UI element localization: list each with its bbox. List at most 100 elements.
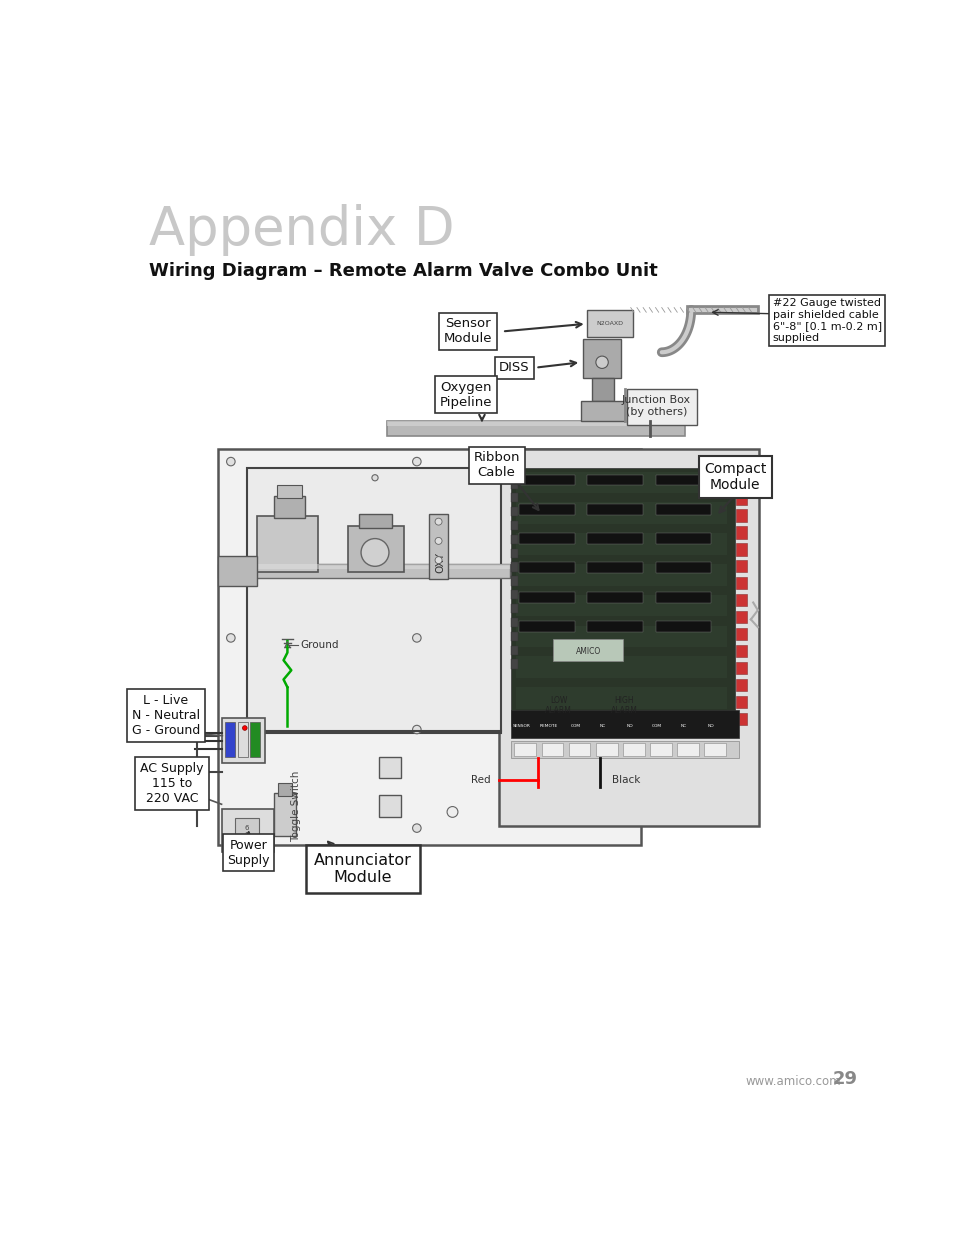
Bar — [218, 564, 509, 568]
Bar — [587, 474, 642, 485]
Bar — [518, 592, 575, 603]
Bar — [736, 611, 746, 624]
Bar — [568, 743, 590, 756]
Bar — [359, 514, 392, 527]
Bar — [510, 618, 517, 627]
Bar — [378, 757, 400, 778]
Bar — [736, 713, 746, 725]
Circle shape — [360, 538, 389, 567]
Bar — [348, 526, 403, 572]
Bar — [622, 743, 644, 756]
Bar — [225, 721, 235, 757]
Text: SENSOR: SENSOR — [512, 724, 530, 727]
Bar — [250, 721, 260, 757]
Text: NC: NC — [680, 724, 686, 727]
Bar — [655, 562, 711, 573]
Text: Ribbon
Cable: Ribbon Cable — [473, 452, 519, 479]
Bar — [736, 543, 746, 556]
Bar — [626, 389, 696, 425]
Bar — [516, 626, 726, 647]
Text: Annunciator
Module: Annunciator Module — [314, 852, 411, 885]
Text: #22 Gauge twisted
pair shielded cable
6"-8" [0.1 m-0.2 m]
supplied: #22 Gauge twisted pair shielded cable 6"… — [772, 299, 881, 343]
Text: 6
8: 6 8 — [245, 825, 249, 837]
Circle shape — [242, 726, 247, 730]
Bar — [386, 421, 684, 426]
Bar — [580, 401, 624, 421]
Bar — [736, 594, 746, 606]
Text: Compact
Module: Compact Module — [703, 462, 766, 492]
Bar — [736, 662, 746, 674]
Bar — [541, 743, 562, 756]
Bar — [510, 741, 739, 758]
Bar — [235, 818, 258, 845]
Text: REMOTE: REMOTE — [538, 724, 558, 727]
Bar — [429, 514, 447, 579]
Bar — [677, 743, 699, 756]
Bar — [257, 516, 317, 572]
Circle shape — [435, 519, 441, 525]
Bar — [518, 474, 575, 485]
Circle shape — [412, 725, 420, 734]
Bar — [218, 448, 640, 845]
Bar — [510, 508, 517, 516]
Bar — [736, 475, 746, 488]
Bar — [516, 564, 726, 585]
Text: L - Live
N - Neutral
G - Ground: L - Live N - Neutral G - Ground — [132, 694, 200, 737]
Circle shape — [227, 457, 234, 466]
Bar — [510, 590, 517, 599]
Circle shape — [227, 725, 234, 734]
Text: www.amico.com: www.amico.com — [744, 1074, 841, 1088]
Bar — [518, 621, 575, 632]
Bar — [516, 656, 726, 678]
Circle shape — [227, 824, 234, 832]
Bar — [516, 472, 726, 493]
Text: 29: 29 — [831, 1070, 857, 1088]
Bar — [518, 534, 575, 543]
Bar — [510, 479, 517, 489]
Bar — [510, 710, 739, 739]
Text: Appendix D: Appendix D — [149, 204, 454, 256]
Bar — [587, 504, 642, 515]
Bar — [655, 592, 711, 603]
Bar — [516, 687, 726, 709]
Bar — [510, 535, 517, 543]
Bar — [278, 783, 292, 795]
Text: OXY: OXY — [436, 552, 445, 573]
Text: Red: Red — [471, 774, 490, 784]
Bar — [586, 310, 633, 337]
Bar — [274, 793, 295, 836]
Text: AC Supply
115 to
220 VAC: AC Supply 115 to 220 VAC — [140, 762, 204, 805]
Text: AMICO: AMICO — [575, 646, 600, 656]
Bar — [277, 485, 302, 498]
Bar — [655, 534, 711, 543]
Bar — [655, 621, 711, 632]
Text: COM: COM — [570, 724, 580, 727]
Bar — [703, 743, 725, 756]
Bar — [386, 421, 684, 436]
Bar — [736, 679, 746, 692]
Bar — [510, 604, 517, 614]
Text: NO: NO — [626, 724, 633, 727]
Bar — [510, 632, 517, 641]
Text: NO: NO — [707, 724, 714, 727]
Bar — [736, 493, 746, 505]
Bar — [736, 645, 746, 657]
Bar — [736, 561, 746, 573]
Bar — [221, 809, 274, 852]
Circle shape — [435, 537, 441, 545]
Bar — [655, 504, 711, 515]
Bar — [510, 468, 735, 726]
Text: Black: Black — [612, 774, 639, 784]
Text: COM: COM — [651, 724, 661, 727]
Bar — [516, 534, 726, 555]
Bar — [587, 562, 642, 573]
Bar — [655, 474, 711, 485]
Circle shape — [412, 824, 420, 832]
Circle shape — [372, 474, 377, 480]
Text: HIGH
ALARM: HIGH ALARM — [611, 697, 638, 715]
Text: LOW
ALARM: LOW ALARM — [545, 697, 572, 715]
Bar — [736, 577, 746, 589]
Text: Ground: Ground — [300, 640, 338, 650]
Bar — [498, 448, 758, 826]
Bar — [510, 521, 517, 530]
